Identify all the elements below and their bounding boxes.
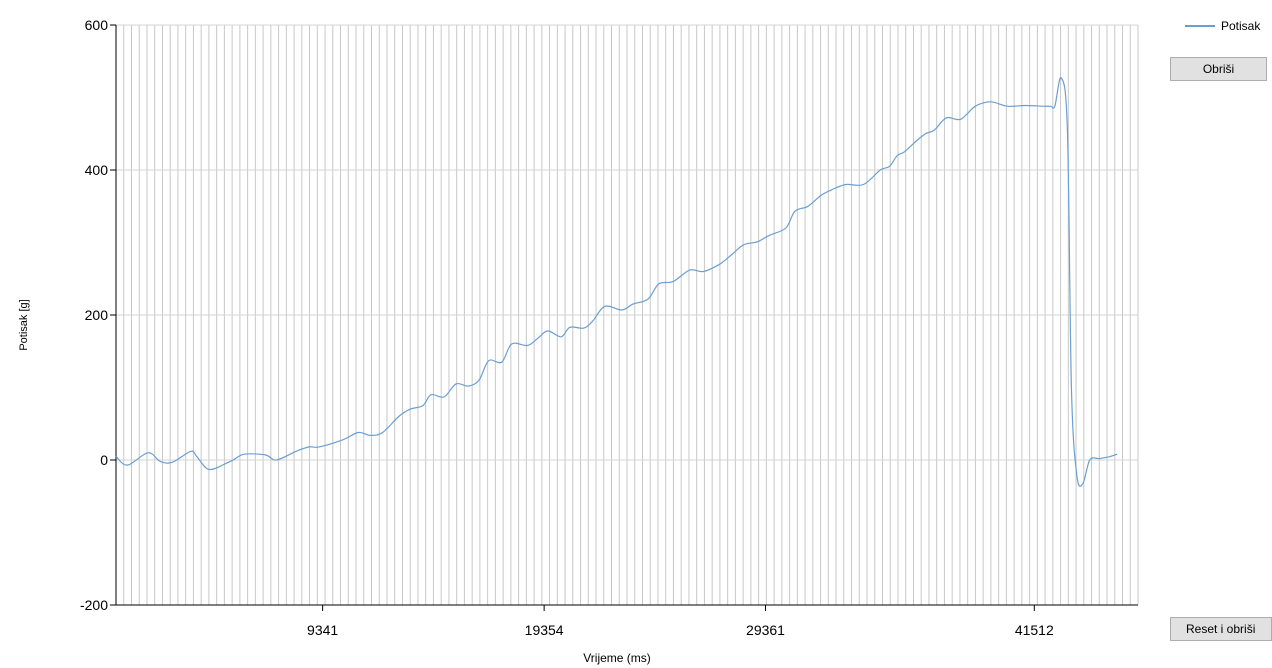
x-tick-label: 9341 <box>307 622 338 638</box>
reset-clear-button[interactable]: Reset i obriši <box>1170 617 1272 641</box>
clear-button[interactable]: Obriši <box>1170 57 1267 81</box>
tick-labels: -200 0 200 400 600 9341 19354 29361 41512 <box>80 17 1054 638</box>
chart-axes <box>110 24 1138 611</box>
y-tick-label: 600 <box>85 17 109 33</box>
y-tick-label: -200 <box>80 597 108 613</box>
chart-legend: Potisak <box>1185 15 1260 37</box>
x-tick-label: 41512 <box>1015 622 1054 638</box>
legend-line-icon <box>1185 25 1215 27</box>
y-axis-label: Potisak [g] <box>18 299 30 350</box>
y-tick-label: 0 <box>100 452 108 468</box>
x-tick-label: 19354 <box>525 622 564 638</box>
legend-label: Potisak <box>1221 19 1261 33</box>
chart-grid <box>116 24 1139 605</box>
x-tick-label: 29361 <box>746 622 785 638</box>
x-axis-label: Vrijeme (ms) <box>583 651 651 665</box>
y-tick-label: 200 <box>85 307 109 323</box>
y-tick-label: 400 <box>85 162 109 178</box>
series-line-potisak <box>115 77 1118 487</box>
